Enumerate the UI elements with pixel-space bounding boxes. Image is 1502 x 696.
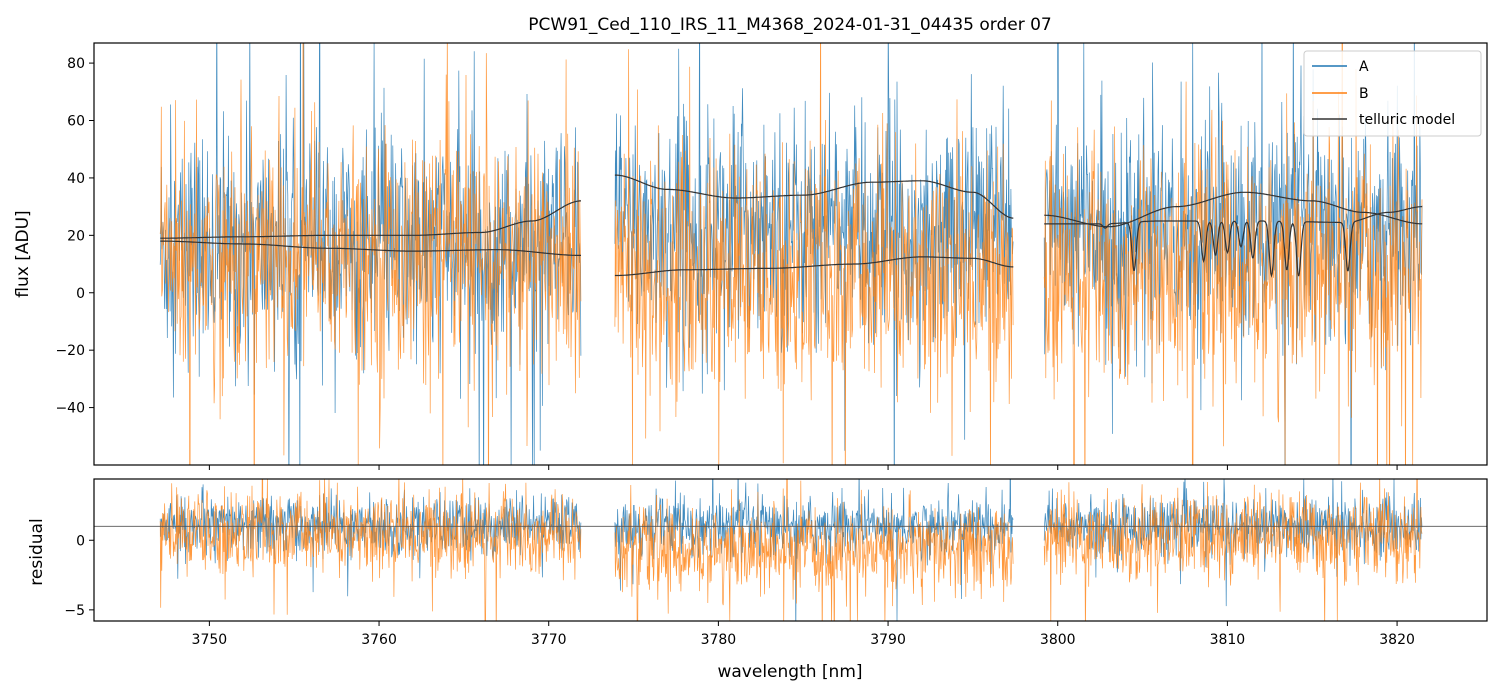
y-tick-label: −20: [55, 343, 85, 359]
legend: A B telluric model: [1303, 50, 1482, 137]
flux-plot-area: [159, 43, 1423, 465]
y-tick-label: 80: [67, 56, 85, 72]
chart-title: PCW91_Ced_110_IRS_11_M4368_2024-01-31_04…: [528, 15, 1051, 35]
y-tick-label: 60: [67, 114, 85, 130]
telluric-model-curve-4: [614, 256, 1014, 277]
y-tick-label: 20: [67, 228, 85, 244]
y-tick-label: −5: [64, 603, 85, 619]
x-tick-label: 3820: [1379, 632, 1415, 648]
residual-plot-area: [94, 479, 1487, 621]
y-tick-label: 0: [76, 533, 85, 549]
flux-panel: 80 60 40 20 0 −20 −40 flux [ADU] A B telluric …: [13, 42, 1488, 470]
telluric-model-curve-2: [160, 240, 581, 256]
y-tick-label: 40: [67, 171, 85, 187]
telluric-model-curve-6: [1044, 206, 1423, 278]
residual-y-axis: 0 −5: [64, 533, 94, 619]
y-tick-label: −40: [55, 401, 85, 417]
flux-y-axis: 80 60 40 20 0 −20 −40: [55, 56, 94, 417]
legend-label-a: A: [1359, 59, 1369, 75]
x-tick-label: 3810: [1210, 632, 1246, 648]
flux-axes-frame: [93, 42, 1488, 466]
residual-y-axis-label: residual: [27, 518, 47, 585]
x-tick-label: 3780: [701, 632, 737, 648]
series-b-segment-2: [614, 43, 1014, 465]
residual-x-axis: 3750 3760 3770 3780 3790 3800 3810 3820: [192, 621, 1415, 648]
x-tick-label: 3800: [1040, 632, 1076, 648]
x-tick-label: 3770: [531, 632, 567, 648]
legend-label-telluric: telluric model: [1359, 112, 1455, 128]
legend-box: [1303, 50, 1482, 137]
x-axis-label: wavelength [nm]: [717, 662, 862, 682]
series-b-segment-1: [159, 43, 582, 465]
series-b-segment-2: [614, 479, 1014, 621]
x-tick-label: 3760: [361, 632, 397, 648]
series-a-segment-1: [159, 484, 582, 597]
residual-axes-frame: [93, 478, 1488, 622]
series-b-segment-3: [1043, 479, 1423, 621]
telluric-model-curve-1: [160, 200, 581, 239]
series-b-segment-3: [1043, 43, 1423, 465]
telluric-model-curve-3: [614, 174, 1014, 219]
residual-panel: 0 −5 3750 3760 3770 3780 3790 3800 3810 3820 res…: [27, 478, 1488, 682]
legend-label-b: B: [1359, 86, 1369, 102]
flux-x-axis-ticks: [208, 465, 1398, 470]
series-b-segment-1: [159, 479, 582, 621]
y-tick-label: 0: [76, 286, 85, 302]
x-tick-label: 3750: [192, 632, 228, 648]
x-tick-label: 3790: [870, 632, 906, 648]
flux-y-axis-label: flux [ADU]: [13, 210, 33, 297]
